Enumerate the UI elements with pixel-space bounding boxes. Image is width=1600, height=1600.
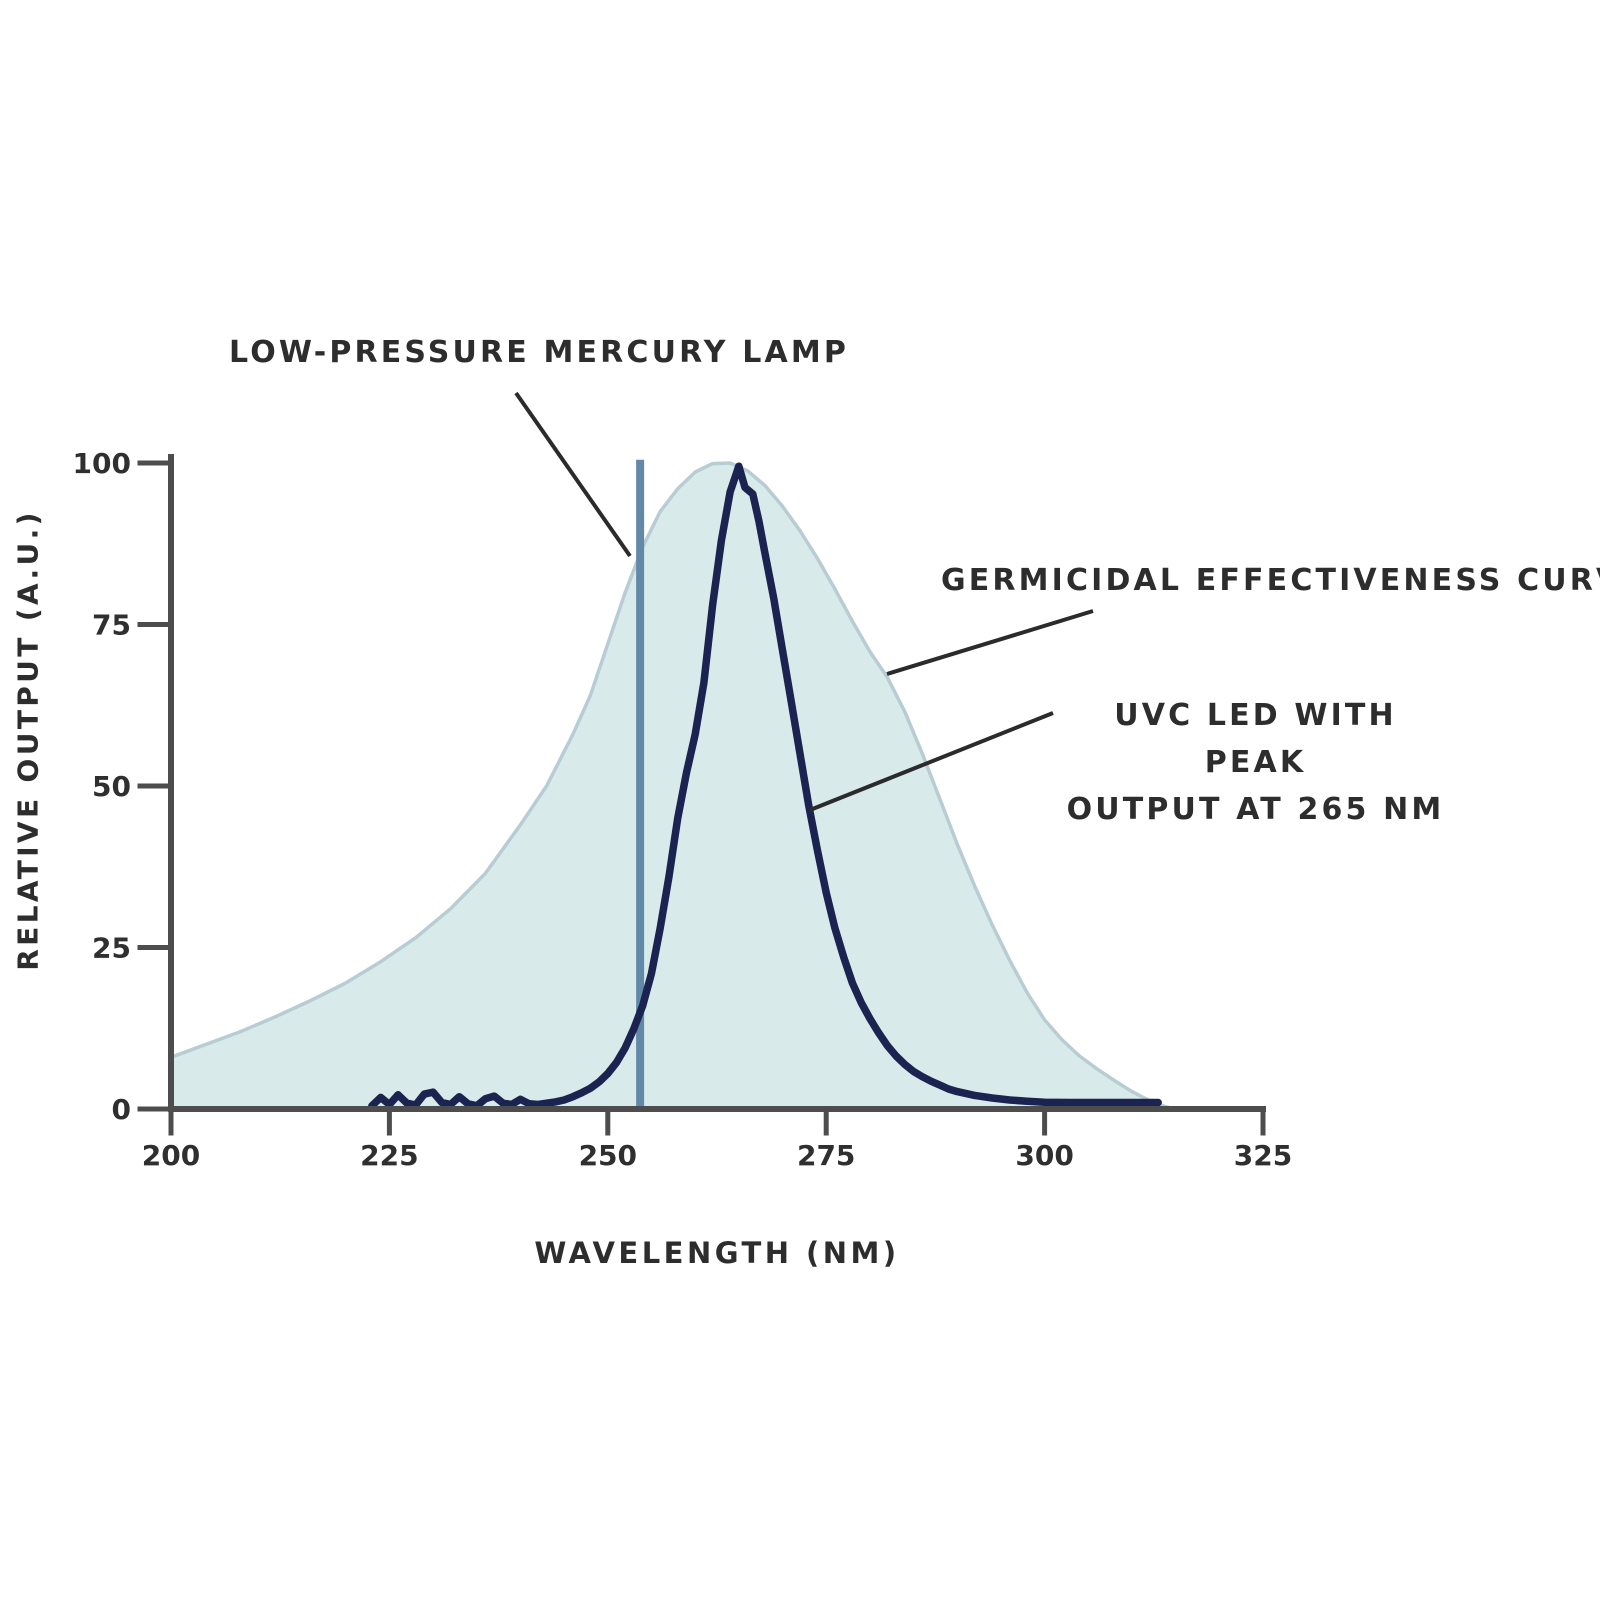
tick-marks-group bbox=[137, 460, 1266, 1136]
mercury-leader bbox=[514, 391, 632, 558]
germicidal-area-edge bbox=[170, 461, 1176, 1111]
y-tick-label: 0 bbox=[112, 1093, 131, 1126]
y-tick-label: 100 bbox=[73, 447, 131, 480]
uvc-led-curve bbox=[368, 462, 1162, 1110]
y-tick-label: 25 bbox=[92, 932, 131, 965]
x-tick-label: 325 bbox=[1234, 1139, 1292, 1172]
axes-group bbox=[168, 454, 1266, 1112]
mercury-lamp-label: LOW-PRESSURE MERCURY LAMP bbox=[229, 335, 849, 370]
uvc-led-label-line1: UVC LED WITH PEAK bbox=[1114, 698, 1397, 780]
x-axis-title: WAVELENGTH (NM) bbox=[534, 1236, 900, 1270]
germicidal-curve-label: GERMICIDAL EFFECTIVENESS CURVE bbox=[941, 563, 1600, 598]
y-tick-label: 50 bbox=[92, 770, 131, 803]
germicidal-area-group bbox=[170, 461, 1176, 1111]
x-tick-label: 200 bbox=[142, 1139, 200, 1172]
uvc-leader bbox=[809, 711, 1054, 812]
y-axis-title: RELATIVE OUTPUT (A.U.) bbox=[11, 509, 45, 971]
uvc-led-label: UVC LED WITH PEAK OUTPUT AT 265 NM bbox=[1058, 692, 1453, 833]
uvc-led-label-line2: OUTPUT AT 265 NM bbox=[1066, 792, 1445, 827]
x-tick-label: 225 bbox=[360, 1139, 418, 1172]
y-tick-label: 75 bbox=[92, 609, 131, 642]
leader-lines-group bbox=[514, 391, 1094, 812]
x-tick-label: 300 bbox=[1015, 1139, 1073, 1172]
germicidal-leader bbox=[886, 609, 1094, 676]
tick-labels-group: 200 225 250 275 300 325 0 25 50 75 100 bbox=[73, 447, 1293, 1172]
x-tick-label: 250 bbox=[579, 1139, 637, 1172]
x-tick-label: 275 bbox=[797, 1139, 855, 1172]
germicidal-area-fill bbox=[171, 463, 1176, 1109]
